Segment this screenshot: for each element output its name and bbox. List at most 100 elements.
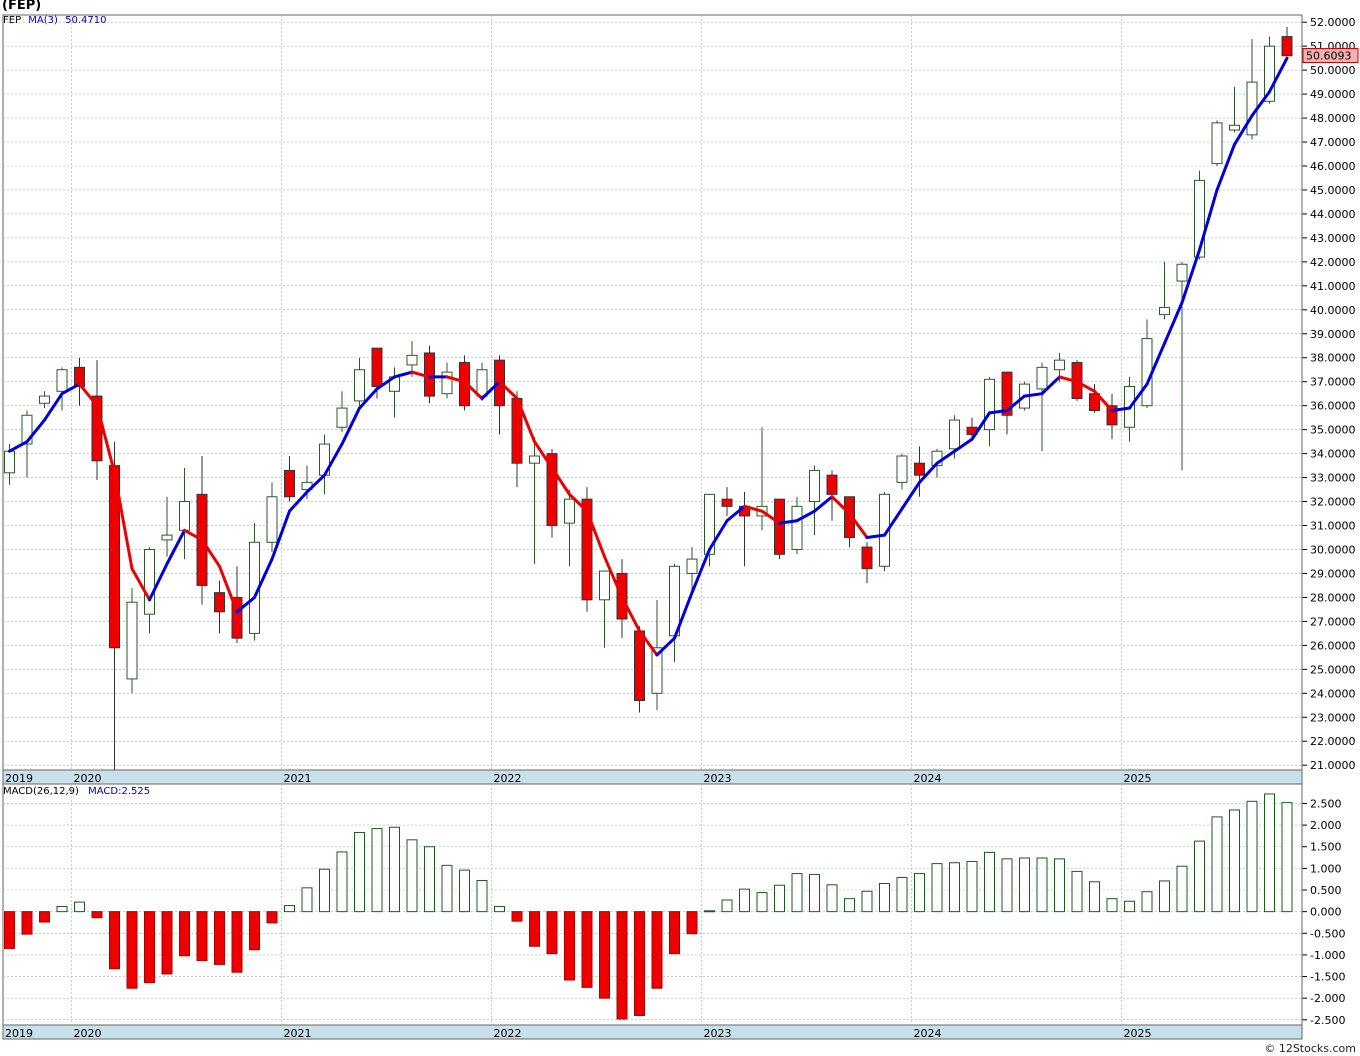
ma-segment [900,480,921,511]
price-year-label: 2021 [284,772,312,785]
price-tick-label: 25.0000 [1310,663,1356,676]
macd-bar [39,911,50,923]
macd-bar [826,884,838,913]
ma-segment [813,495,834,513]
macd-bar [984,851,995,913]
price-tick-label: 34.0000 [1310,448,1356,461]
macd-bar [459,869,470,913]
macd-tick-label: -1.000 [1310,949,1345,962]
ma-segment [410,370,431,379]
macd-bar [4,911,15,949]
macd-bar [1036,857,1048,913]
macd-bar [371,828,383,913]
macd-bar [1001,858,1013,913]
ma-segment [375,375,396,391]
macd-bar [161,911,173,975]
price-tick-label: 46.0000 [1310,160,1356,173]
macd-bar [91,911,103,919]
macd-bar [809,873,820,913]
price-tick-label: 21.0000 [1310,759,1356,772]
candle-body [354,369,365,402]
price-legend: FEP MA(3) 50.4710 [3,15,106,26]
macd-bar [914,873,925,913]
ma-segment [935,449,956,465]
ma-segment [515,396,536,444]
ma-segment [970,411,991,441]
price-tick-label: 26.0000 [1310,639,1356,652]
macd-bar [599,911,610,999]
price-tick-label: 33.0000 [1310,472,1356,485]
ma-segment [200,538,221,568]
ma-segment [1128,382,1149,410]
price-tick-label: 44.0000 [1310,208,1356,221]
ma-segment [60,382,81,396]
macd-bar [1194,840,1205,913]
ma-segment [8,440,29,453]
macd-bar [949,862,960,913]
price-tick-label: 40.0000 [1310,304,1356,317]
price-tick-label: 52.0000 [1310,16,1356,29]
candle-body [1036,366,1048,390]
candle-body [529,455,540,464]
ma-segment [725,504,746,523]
candle-body [809,469,820,503]
macd-bar [231,911,243,973]
macd-bar [1141,891,1153,913]
macd-bar [406,839,418,913]
ma-segment [340,406,361,446]
ma-segment [253,557,274,599]
candle-body [109,465,120,649]
ma-segment [795,509,816,523]
ma-segment [568,492,589,513]
macd-bar [266,911,278,924]
candle-body [179,501,190,531]
ma-segment [305,473,326,494]
price-tick-label: 36.0000 [1310,400,1356,413]
price-year-label: 2023 [704,772,732,785]
ma-segment [655,636,676,657]
macd-tick-label: -2.500 [1310,1014,1345,1027]
legend-symbol: FEP [3,15,22,26]
macd-tick-label: -2.000 [1310,992,1345,1005]
ma-segment [1198,188,1219,252]
macd-bar [1071,870,1083,913]
macd-bar [529,911,540,947]
macd-tick-label: 0.000 [1310,906,1342,919]
price-date-band [2,769,1303,785]
macd-bar [354,831,365,913]
candle-body [126,601,138,680]
macd-bar [196,911,208,962]
legend-macd-params: MACD(26,12,9) [3,786,79,797]
candle-body [686,558,698,574]
macd-tick-label: 2.500 [1310,797,1342,810]
macd-year-label: 2022 [494,1027,522,1040]
candle-body [231,596,243,639]
macd-bar [336,851,348,913]
price-tick-label: 41.0000 [1310,280,1356,293]
copyright-footer: © 12Stocks.com [1264,1042,1356,1055]
ma-segment [1163,301,1184,345]
candle-body [826,474,838,495]
candle-body [774,498,785,555]
macd-tick-label: 2.000 [1310,819,1342,832]
candle-body [161,534,173,541]
macd-bar [1089,881,1100,913]
macd-bar [896,876,908,913]
macd-bar [861,890,873,913]
price-tick-label: 35.0000 [1310,424,1356,437]
candle-body [1106,405,1118,426]
ma-segment [183,528,204,542]
macd-bar [1211,816,1223,913]
ma-segment [1215,142,1236,192]
macd-bar [1264,793,1275,913]
ma-segment [498,380,519,400]
chart-title: (FEP) [2,0,42,13]
ma-segment [1075,380,1096,393]
macd-bar [966,860,978,913]
candle-body [1001,371,1013,416]
ma-segment [1250,90,1271,118]
macd-bar [651,911,663,989]
candle-body [721,498,733,507]
macd-bar [774,884,785,913]
